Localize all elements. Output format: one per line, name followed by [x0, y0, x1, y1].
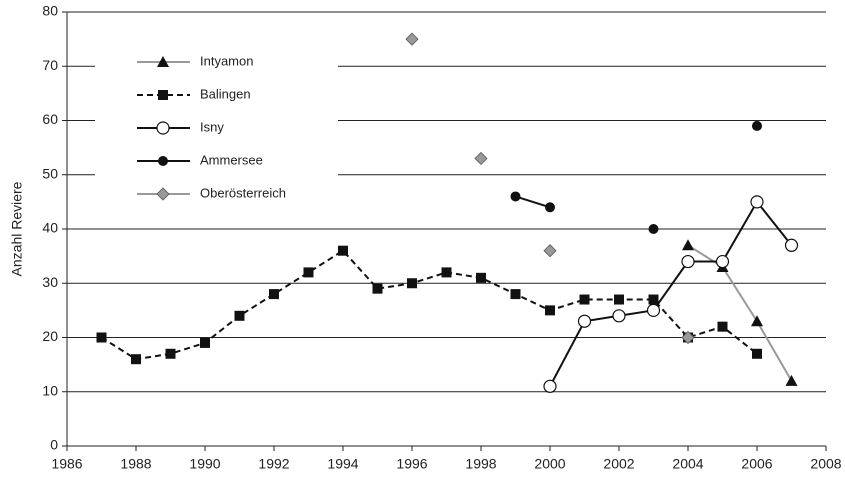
x-tick-label: 2008: [810, 456, 841, 472]
y-tick-label: 0: [50, 437, 58, 453]
y-tick-label: 40: [42, 220, 58, 236]
marker: [681, 254, 695, 269]
marker: [441, 267, 452, 278]
marker: [158, 156, 168, 166]
series-line: [516, 126, 758, 207]
marker: [751, 315, 763, 327]
x-tick-label: 2000: [534, 456, 565, 472]
marker: [543, 244, 557, 258]
x-tick-label: 1986: [51, 456, 82, 472]
legend-box: [95, 40, 338, 212]
series-line: [687, 244, 793, 382]
marker: [510, 191, 521, 202]
legend-label: Intyamon: [200, 53, 253, 68]
x-tick-label: 1996: [396, 456, 427, 472]
legend: Intyamon Balingen Isny Ammersee Oberösterrei…: [95, 40, 338, 212]
y-tick-label: 10: [42, 382, 58, 398]
marker: [405, 32, 419, 46]
y-tick-label: 70: [42, 57, 58, 73]
x-tick-label: 1998: [465, 456, 496, 472]
marker: [156, 121, 170, 135]
marker: [165, 348, 176, 359]
marker: [715, 254, 730, 269]
marker: [646, 303, 661, 317]
marker: [338, 245, 348, 256]
marker: [614, 294, 624, 305]
marker: [269, 289, 279, 300]
marker: [156, 187, 170, 201]
marker: [648, 294, 659, 305]
marker: [545, 202, 555, 213]
legend-label: Oberösterreich: [200, 185, 286, 200]
marker: [579, 294, 590, 305]
marker: [545, 305, 555, 316]
marker: [157, 56, 169, 67]
y-axis-label: Anzahl Reviere: [9, 181, 25, 276]
marker: [372, 283, 383, 294]
x-tick-label: 1992: [258, 456, 289, 472]
marker: [648, 224, 659, 234]
marker: [750, 195, 764, 209]
y-tick-label: 20: [42, 328, 58, 344]
legend-label: Isny: [200, 119, 224, 134]
x-tick-label: 2004: [672, 456, 703, 472]
legend-label: Balingen: [200, 86, 251, 101]
x-tick-label: 2006: [741, 456, 772, 472]
y-tick-label: 30: [42, 274, 58, 290]
marker: [717, 321, 728, 332]
legend-label: Ammersee: [200, 152, 263, 167]
x-tick-label: 1990: [189, 456, 220, 472]
marker: [785, 374, 798, 386]
x-tick-label: 2002: [603, 456, 634, 472]
y-tick-label: 80: [42, 3, 58, 19]
marker: [158, 90, 168, 100]
y-tick-label: 50: [42, 165, 58, 181]
marker: [682, 239, 694, 251]
marker: [752, 348, 762, 359]
marker: [200, 337, 210, 348]
x-tick-label: 1988: [120, 456, 151, 472]
marker: [543, 379, 557, 393]
marker: [131, 354, 141, 365]
marker: [612, 309, 626, 323]
x-tick-label: 1994: [327, 456, 358, 472]
marker: [474, 151, 488, 166]
marker: [96, 332, 107, 343]
marker: [752, 120, 762, 131]
series-line: [100, 249, 758, 361]
marker: [303, 267, 314, 278]
marker: [577, 314, 592, 328]
y-tick-label: 60: [42, 111, 58, 127]
marker: [510, 289, 521, 300]
marker: [681, 330, 695, 345]
marker: [784, 238, 799, 252]
marker: [476, 272, 486, 283]
marker: [407, 278, 417, 289]
marker: [234, 310, 245, 321]
